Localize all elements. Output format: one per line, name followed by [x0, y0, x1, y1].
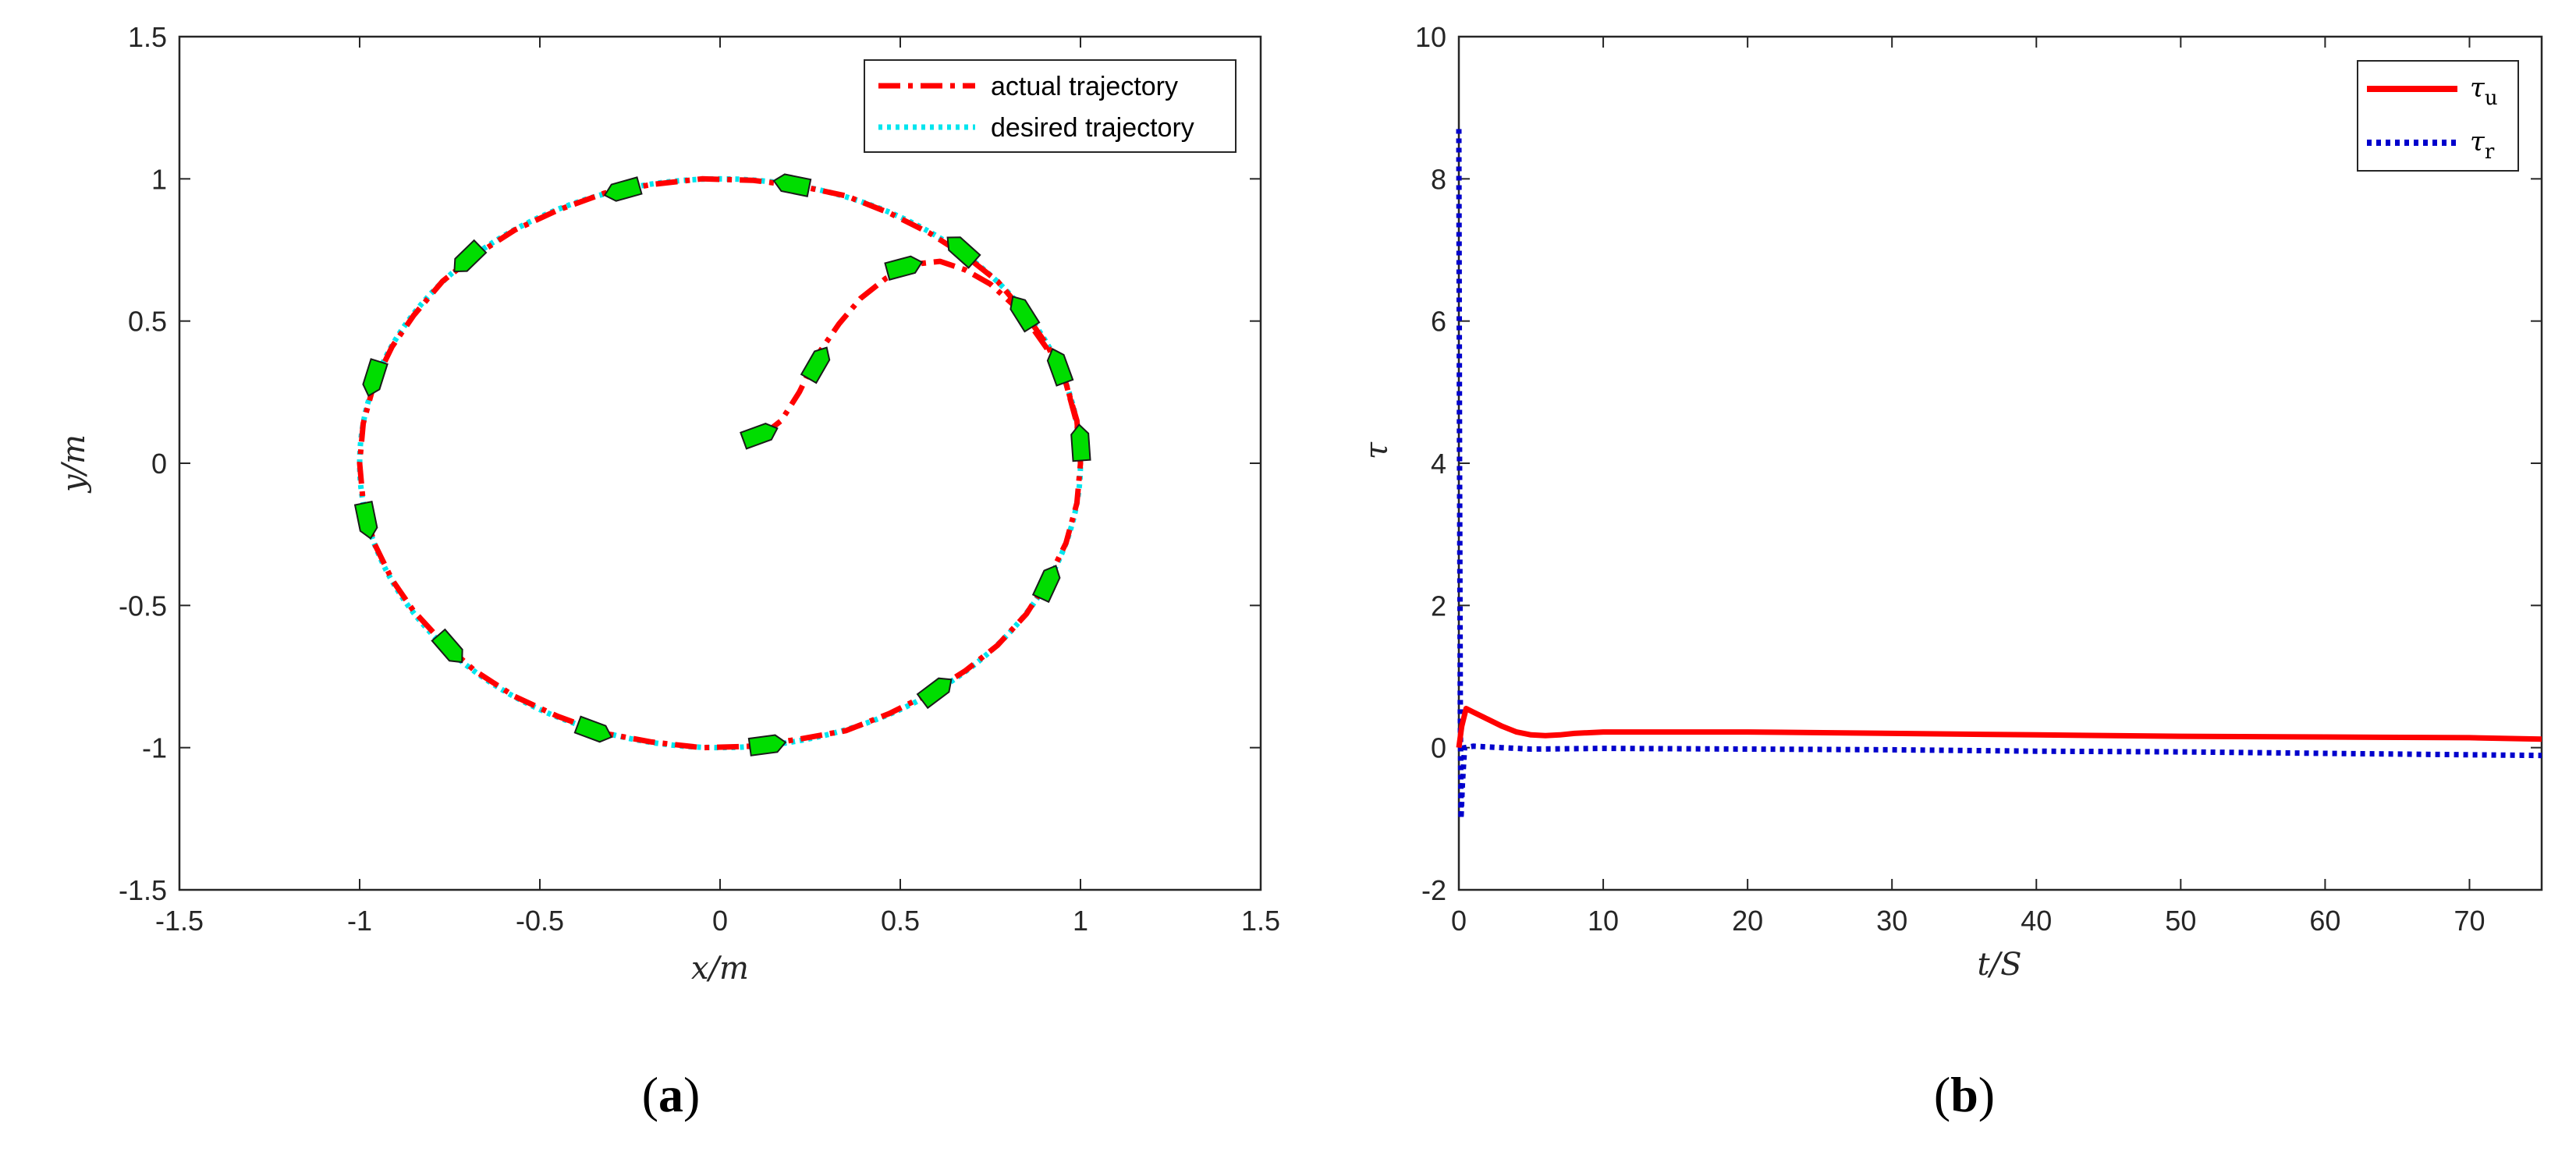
x-tick-label: -1: [347, 905, 372, 937]
vessel-marker: [1009, 296, 1041, 333]
vessel-marker: [772, 173, 812, 197]
vessel-marker: [1046, 348, 1074, 387]
y-tick-label: 8: [1431, 163, 1446, 195]
vessel-marker: [884, 255, 924, 281]
y-tick-label: 1.5: [128, 21, 167, 53]
vessel-marker: [603, 176, 643, 202]
y-tick-label: 2: [1431, 590, 1446, 622]
vessel-marker: [916, 677, 953, 710]
legend-desired-label: desired trajectory: [991, 113, 1194, 143]
y-tick-label: 10: [1415, 21, 1446, 53]
tau-u-line: [1456, 706, 2542, 749]
x-tick-label: -1.5: [155, 905, 204, 937]
panel-label-b: (b): [1934, 1067, 1995, 1122]
vessel-marker: [431, 628, 463, 664]
legend-tau-r-label: τr: [2470, 126, 2495, 164]
x-tick-label: 0: [712, 905, 728, 937]
x-tick-label: 1: [1073, 905, 1088, 937]
vessel-marker: [1031, 565, 1061, 604]
vessel-markers: [353, 173, 1091, 756]
plot-a-ticks: -1.5 -1 -0.5 0 0.5 1 1.5 -1.5 -1 -0.5 0 0.5 1 1.5: [119, 21, 1280, 937]
plot-a-legend: actual trajectory desired trajectory: [864, 59, 1237, 153]
y-tick-label: 0: [1431, 732, 1446, 764]
x-tick-label: 0: [1451, 905, 1467, 937]
x-tick-label: 70: [2454, 905, 2485, 937]
trajectory-plot: -1.5 -1 -0.5 0 0.5 1 1.5 -1.5 -1 -0.5 0 0.5 1 1.5 x/m…: [56, 21, 1280, 987]
tau-r-line: [1456, 129, 2542, 819]
plot-a-xlabel: x/m: [691, 951, 749, 987]
vessel-marker: [362, 358, 389, 397]
y-tick-label: 6: [1431, 306, 1446, 338]
legend-tau-u-label: τu: [2470, 73, 2498, 110]
x-tick-label: 50: [2165, 905, 2196, 937]
plot-b-legend-box: [2357, 60, 2519, 172]
x-tick-label: 30: [1876, 905, 1907, 937]
vessel-marker: [800, 346, 831, 384]
y-tick-label: -2: [1421, 874, 1446, 906]
x-tick-label: 1.5: [1241, 905, 1280, 937]
x-tick-label: 10: [1588, 905, 1619, 937]
y-tick-label: -0.5: [119, 590, 167, 622]
vessel-marker: [740, 422, 779, 450]
x-tick-label: 40: [2021, 905, 2052, 937]
plot-b-xlabel: t/S: [1978, 947, 2022, 983]
x-tick-label: -0.5: [516, 905, 564, 937]
x-tick-label: 20: [1732, 905, 1763, 937]
y-tick-label: 0: [151, 448, 167, 480]
y-tick-label: -1: [142, 732, 167, 764]
vessel-marker: [353, 500, 378, 540]
y-tick-label: 1: [151, 163, 167, 195]
plot-a-legend-box: [864, 59, 1237, 153]
y-tick-label: 0.5: [128, 306, 167, 338]
vessel-marker: [573, 715, 613, 743]
vessel-marker: [747, 734, 787, 756]
y-tick-label: -1.5: [119, 874, 167, 906]
x-tick-label: 60: [2309, 905, 2340, 937]
x-tick-label: 0.5: [881, 905, 920, 937]
plot-b-ylabel: τ: [1359, 441, 1395, 459]
plot-a-area: [178, 35, 1262, 891]
plot-b-lines: [1456, 129, 2542, 819]
vessel-marker: [1070, 423, 1091, 462]
plot-b-legend: τu τr: [2357, 60, 2519, 172]
vessel-marker: [453, 239, 488, 273]
y-tick-label: 4: [1431, 448, 1446, 480]
panel-label-a: (a): [642, 1067, 701, 1122]
plot-a-ylabel: y/m: [56, 434, 92, 494]
vessel-marker: [946, 236, 981, 269]
legend-actual-label: actual trajectory: [991, 72, 1178, 101]
plot-b-area: [1457, 35, 2543, 891]
